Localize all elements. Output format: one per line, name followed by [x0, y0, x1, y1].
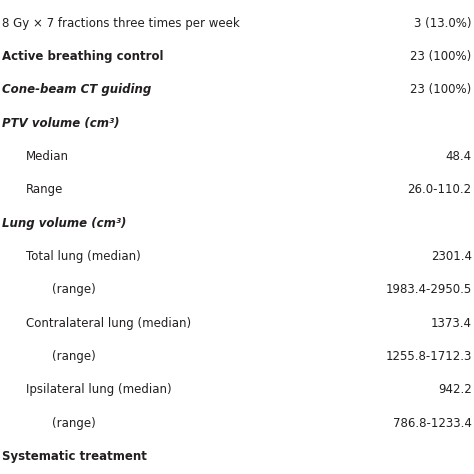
Text: Active breathing control: Active breathing control: [2, 50, 164, 63]
Text: (range): (range): [52, 350, 96, 363]
Text: Ipsilateral lung (median): Ipsilateral lung (median): [26, 383, 172, 396]
Text: 48.4: 48.4: [446, 150, 472, 163]
Text: Contralateral lung (median): Contralateral lung (median): [26, 317, 191, 329]
Text: (range): (range): [52, 417, 96, 429]
Text: Range: Range: [26, 183, 64, 196]
Text: 1255.8-1712.3: 1255.8-1712.3: [385, 350, 472, 363]
Text: (range): (range): [52, 283, 96, 296]
Text: 1373.4: 1373.4: [431, 317, 472, 329]
Text: Total lung (median): Total lung (median): [26, 250, 141, 263]
Text: 3 (13.0%): 3 (13.0%): [414, 17, 472, 30]
Text: 1983.4-2950.5: 1983.4-2950.5: [385, 283, 472, 296]
Text: 23 (100%): 23 (100%): [410, 83, 472, 96]
Text: 26.0-110.2: 26.0-110.2: [408, 183, 472, 196]
Text: Cone-beam CT guiding: Cone-beam CT guiding: [2, 83, 152, 96]
Text: 2301.4: 2301.4: [431, 250, 472, 263]
Text: 942.2: 942.2: [438, 383, 472, 396]
Text: 8 Gy × 7 fractions three times per week: 8 Gy × 7 fractions three times per week: [2, 17, 240, 30]
Text: Median: Median: [26, 150, 69, 163]
Text: 23 (100%): 23 (100%): [410, 50, 472, 63]
Text: 786.8-1233.4: 786.8-1233.4: [393, 417, 472, 429]
Text: PTV volume (cm³): PTV volume (cm³): [2, 117, 120, 130]
Text: Systematic treatment: Systematic treatment: [2, 450, 147, 463]
Text: Lung volume (cm³): Lung volume (cm³): [2, 217, 127, 230]
